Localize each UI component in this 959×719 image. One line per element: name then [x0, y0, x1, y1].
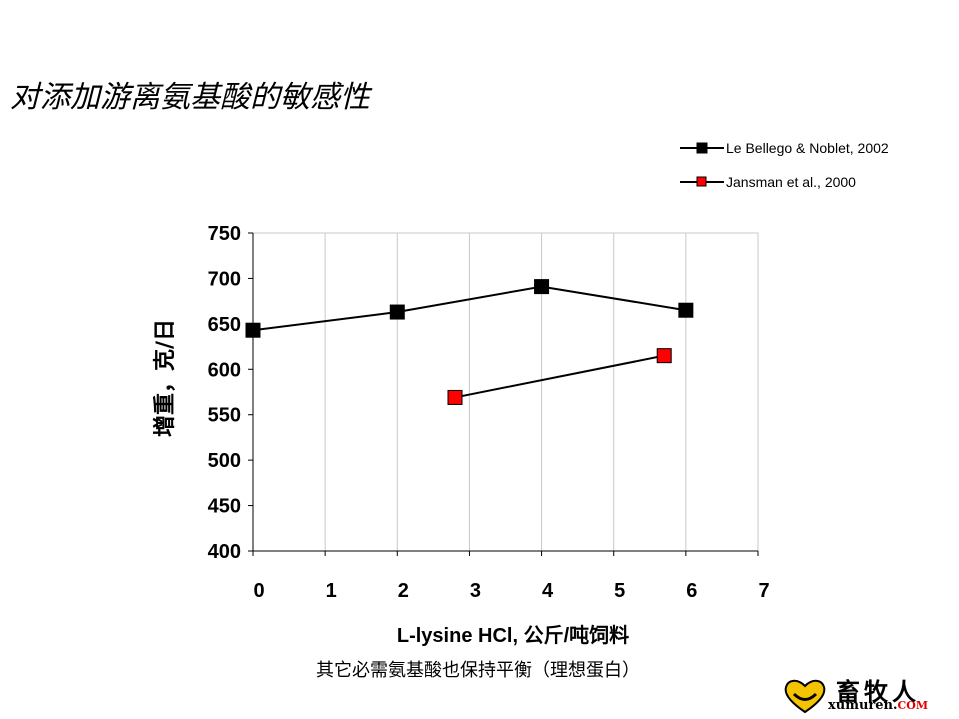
- series-2-point-1: [447, 389, 463, 405]
- y-tick-label-650: 650: [208, 314, 241, 336]
- x-axis-label: L-lysine HCl, 公斤/吨饲料: [397, 623, 629, 647]
- series-2-point-2: [656, 348, 672, 364]
- x-tick-label-3: 3: [470, 580, 481, 602]
- logo-text-main: xumuren.: [828, 698, 898, 713]
- x-tick-label-1: 1: [326, 580, 337, 602]
- legend-swatch-1: [680, 142, 724, 154]
- logo-text-domain: COM: [897, 699, 929, 712]
- series-line-1: [252, 285, 687, 332]
- legend-item-1: Le Bellego & Noblet, 2002: [680, 138, 889, 158]
- legend-label-1: Le Bellego & Noblet, 2002: [726, 140, 889, 156]
- series-line-2: [454, 354, 665, 399]
- x-tick-label-4: 4: [542, 580, 554, 602]
- y-tick-label-700: 700: [208, 268, 241, 290]
- y-tick-label-550: 550: [208, 405, 241, 427]
- x-tick-label-6: 6: [686, 580, 697, 602]
- series-1-point-3: [534, 279, 550, 295]
- x-tick-label-7: 7: [758, 580, 769, 602]
- logo-text-en: xumuren.COM: [828, 698, 928, 713]
- plot-area: [252, 232, 759, 552]
- series-1-point-1: [245, 322, 261, 338]
- x-tick-label-2: 2: [398, 580, 409, 602]
- legend-label-2: Jansman et al., 2000: [726, 174, 856, 190]
- y-tick-label-600: 600: [208, 359, 241, 381]
- slide-caption: 其它必需氨基酸也保持平衡（理想蛋白）: [316, 660, 640, 681]
- y-tick-label-750: 750: [208, 223, 241, 245]
- series-1-point-2: [389, 304, 405, 320]
- site-logo: 畜牧人 xumuren.COM: [784, 672, 954, 716]
- x-tick-label-5: 5: [614, 580, 625, 602]
- x-tick-label-0: 0: [253, 580, 264, 602]
- legend-swatch-2: [680, 176, 724, 187]
- heart-logo-icon: [784, 679, 826, 714]
- chart-legend: Le Bellego & Noblet, 2002 Jansman et al.…: [680, 138, 889, 206]
- logo-text-cn: 畜牧人: [836, 677, 920, 706]
- slide-title: 对添加游离氨基酸的敏感性: [10, 80, 370, 115]
- y-tick-label-450: 450: [208, 496, 241, 518]
- y-axis-label: 增重，克/日: [152, 319, 178, 437]
- legend-item-2: Jansman et al., 2000: [680, 172, 889, 192]
- y-tick-label-400: 400: [208, 541, 241, 563]
- y-tick-label-500: 500: [208, 450, 241, 472]
- series-1-point-4: [678, 302, 694, 318]
